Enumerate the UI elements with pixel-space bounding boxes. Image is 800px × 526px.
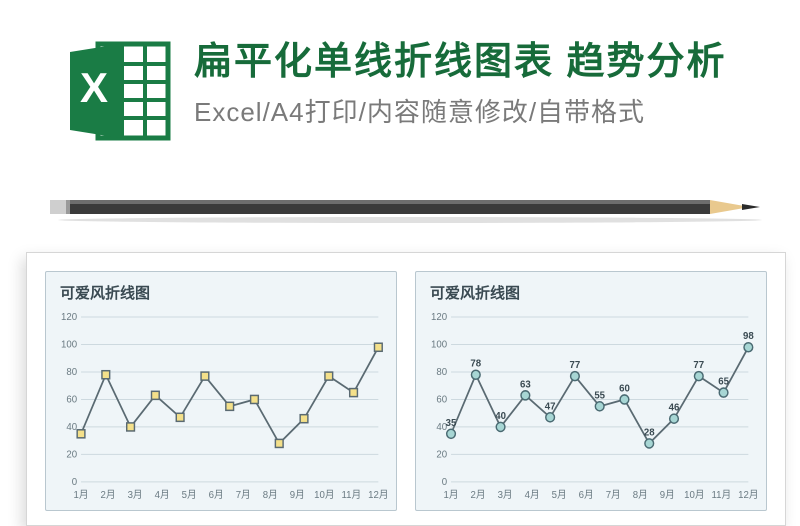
svg-text:1月: 1月: [444, 489, 459, 501]
chart-left: 可爱风折线图 0 20 40 60 80 100 120 1月 2月 3月 4月 5月 6月 7月 8月 9月…: [45, 271, 397, 511]
svg-text:60: 60: [436, 394, 447, 405]
svg-text:47: 47: [545, 401, 556, 412]
svg-text:3月: 3月: [498, 489, 513, 501]
svg-text:55: 55: [594, 390, 605, 401]
svg-text:7月: 7月: [606, 489, 621, 501]
svg-text:60: 60: [619, 383, 630, 394]
pencil-graphic: [50, 194, 770, 224]
chart-right-title: 可爱风折线图: [430, 282, 758, 303]
svg-text:2月: 2月: [471, 489, 486, 501]
svg-text:8月: 8月: [633, 489, 648, 501]
svg-text:4月: 4月: [525, 489, 540, 501]
svg-text:120: 120: [61, 312, 78, 323]
svg-text:6月: 6月: [579, 489, 594, 501]
svg-text:10月: 10月: [314, 489, 334, 501]
svg-text:120: 120: [431, 312, 448, 323]
svg-text:X: X: [80, 64, 108, 111]
svg-text:63: 63: [520, 379, 531, 390]
chart-right: 可爱风折线图 020406080100120357840634777556028…: [415, 271, 767, 511]
svg-text:77: 77: [570, 360, 581, 371]
title-block: 扁平化单线折线图表 趋势分析 Excel/A4打印/内容随意修改/自带格式: [194, 36, 727, 129]
main-title: 扁平化单线折线图表 趋势分析: [194, 40, 727, 86]
chart-right-svg: 0204060801001203578406347775560284677659…: [424, 311, 758, 504]
svg-text:9月: 9月: [290, 489, 305, 501]
svg-text:6月: 6月: [209, 489, 224, 501]
svg-text:10月: 10月: [684, 489, 704, 501]
svg-text:3月: 3月: [128, 489, 143, 501]
svg-text:5月: 5月: [182, 489, 197, 501]
svg-text:100: 100: [61, 339, 78, 350]
svg-text:11月: 11月: [341, 489, 361, 501]
svg-text:80: 80: [436, 367, 447, 378]
svg-text:35: 35: [446, 418, 457, 429]
svg-text:11月: 11月: [711, 489, 731, 501]
svg-text:5月: 5月: [552, 489, 567, 501]
chart-left-area: 0 20 40 60 80 100 120 1月 2月 3月 4月 5月 6月 7月 8月 9月 10月 11月 1…: [54, 311, 388, 504]
svg-text:0: 0: [442, 477, 448, 488]
svg-text:60: 60: [66, 394, 77, 405]
header: X 扁平化单线折线图表 趋势分析 Excel/A4打印/内容随意修改/自带格式: [0, 0, 800, 146]
svg-text:9月: 9月: [660, 489, 675, 501]
svg-text:65: 65: [718, 376, 729, 387]
svg-text:0: 0: [72, 477, 78, 488]
chart-left-svg: 0 20 40 60 80 100 120 1月 2月 3月 4月 5月 6月 7月 8月 9月 10月 11月 1…: [54, 311, 388, 504]
svg-text:1月: 1月: [74, 489, 89, 501]
svg-text:20: 20: [436, 449, 447, 460]
sub-title: Excel/A4打印/内容随意修改/自带格式: [194, 92, 727, 129]
svg-text:28: 28: [644, 427, 655, 438]
svg-text:40: 40: [66, 422, 77, 433]
svg-text:12月: 12月: [738, 489, 758, 501]
svg-text:2月: 2月: [101, 489, 116, 501]
svg-text:40: 40: [495, 411, 506, 422]
svg-text:98: 98: [743, 331, 754, 342]
sheet: 可爱风折线图 0 20 40 60 80 100 120 1月 2月 3月 4月 5月 6月 7月 8月 9月…: [26, 252, 786, 526]
svg-text:7月: 7月: [236, 489, 251, 501]
svg-text:8月: 8月: [263, 489, 278, 501]
svg-text:80: 80: [66, 367, 77, 378]
svg-text:77: 77: [693, 360, 704, 371]
excel-icon: X: [64, 36, 174, 146]
svg-text:20: 20: [66, 449, 77, 460]
svg-text:4月: 4月: [155, 489, 170, 501]
chart-right-area: 0204060801001203578406347775560284677659…: [424, 311, 758, 504]
svg-text:78: 78: [470, 359, 481, 370]
chart-left-title: 可爱风折线图: [60, 282, 388, 303]
svg-text:46: 46: [669, 402, 680, 413]
svg-text:100: 100: [431, 339, 448, 350]
svg-text:12月: 12月: [368, 489, 388, 501]
